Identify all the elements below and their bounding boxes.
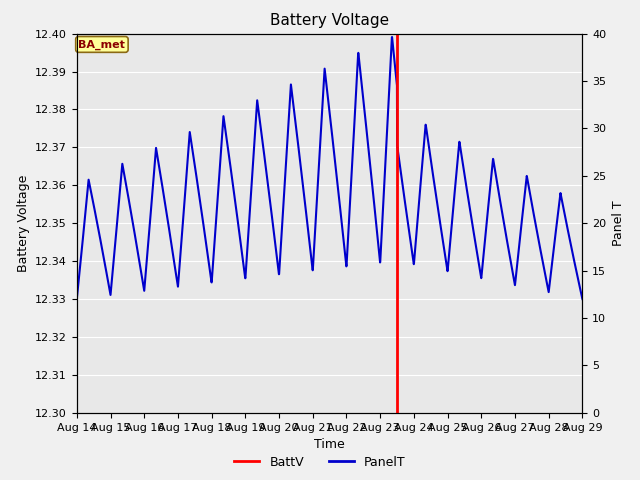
Y-axis label: Battery Voltage: Battery Voltage bbox=[17, 175, 29, 272]
X-axis label: Time: Time bbox=[314, 438, 345, 451]
Text: BA_met: BA_met bbox=[79, 39, 125, 49]
Title: Battery Voltage: Battery Voltage bbox=[270, 13, 389, 28]
Legend: BattV, PanelT: BattV, PanelT bbox=[229, 451, 411, 474]
Y-axis label: Panel T: Panel T bbox=[612, 200, 625, 246]
